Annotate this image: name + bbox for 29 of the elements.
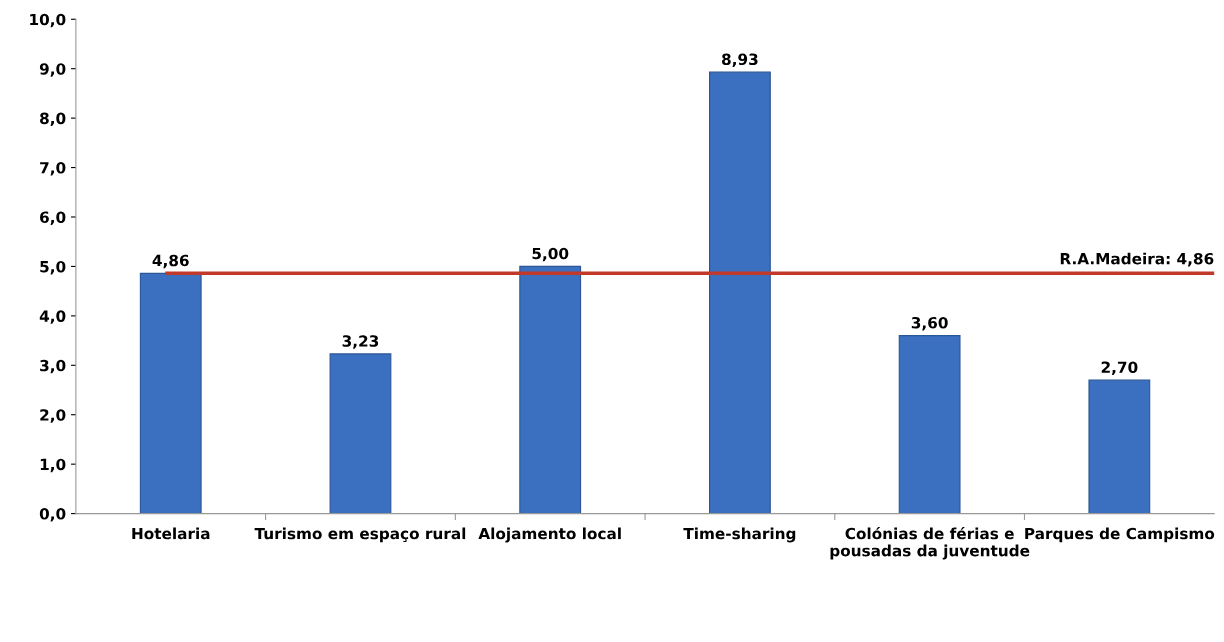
y-tick-label: 2,0	[40, 409, 66, 423]
bar	[329, 353, 392, 514]
x-tick-label: Hotelaria	[132, 527, 210, 540]
y-tick-label: 3,0	[40, 359, 66, 374]
y-tick-label: 0,0	[39, 508, 66, 522]
bar	[708, 71, 771, 514]
y-tick-label: 8,0	[40, 112, 66, 127]
data-label: 3,60	[911, 316, 948, 331]
data-label: 3,23	[342, 335, 379, 349]
data-label: 4,86	[152, 254, 189, 269]
bar	[1088, 379, 1151, 514]
bar	[139, 272, 202, 514]
x-tick-label: Turismo em espaço rural	[254, 527, 466, 543]
x-tick-label: Alojamento local	[478, 527, 621, 543]
x-tick-label: Parques de Campismo	[1025, 527, 1215, 543]
bar	[898, 335, 961, 514]
y-tick-label: 5,0	[40, 260, 66, 275]
data-label: 2,70	[1101, 361, 1138, 375]
y-tick-label: 7,0	[40, 162, 66, 176]
x-tick-label: Time-sharing	[683, 527, 796, 543]
ref-line-label: R.A.Madeira: 4,86	[1060, 252, 1214, 267]
data-label: 5,00	[532, 247, 569, 262]
y-tick-label: 4,0	[39, 310, 66, 324]
y-tick-label: 6,0	[40, 211, 66, 225]
y-tick-label: 9,0	[39, 63, 66, 77]
y-tick-label: 1,0	[40, 458, 66, 473]
data-label: 8,93	[721, 53, 758, 67]
bar	[519, 265, 582, 514]
y-tick-label: 10,0	[30, 13, 66, 28]
